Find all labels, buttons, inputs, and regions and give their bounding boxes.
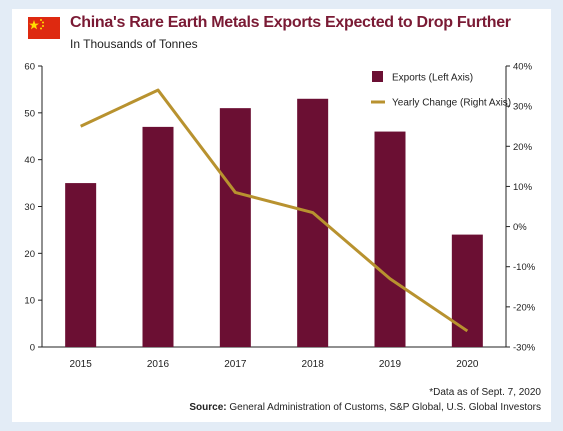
x-tick-label: 2018 <box>302 359 325 370</box>
x-tick-label: 2016 <box>147 359 170 370</box>
bar-2016 <box>142 126 174 347</box>
left-tick-label: 30 <box>24 202 35 213</box>
x-tick-label: 2019 <box>379 359 402 370</box>
chart-title: China's Rare Earth Metals Exports Expect… <box>70 14 511 31</box>
left-tick-label: 40 <box>24 155 35 166</box>
data-footnote: *Data as of Sept. 7, 2020 <box>429 387 541 398</box>
legend-swatch-exports <box>372 71 383 82</box>
bar-2017 <box>219 108 251 348</box>
bar-2015 <box>65 183 97 347</box>
right-tick-label: -30% <box>513 343 536 354</box>
bar-2020 <box>451 234 483 347</box>
source-text: General Administration of Customs, S&P G… <box>229 402 541 413</box>
x-tick-label: 2015 <box>70 359 93 370</box>
chart-subtitle: In Thousands of Tonnes <box>70 37 198 51</box>
right-tick-label: 10% <box>513 182 533 193</box>
x-tick-label: 2017 <box>224 359 247 370</box>
bar-2019 <box>374 131 406 347</box>
legend-label-exports: Exports (Left Axis) <box>392 73 473 84</box>
right-tick-label: 30% <box>513 102 533 113</box>
right-tick-label: 0% <box>513 222 527 233</box>
chart-panel: China's Rare Earth Metals Exports Expect… <box>12 9 551 422</box>
source-note: Source: General Administration of Custom… <box>189 402 541 413</box>
yearly-change-line <box>80 88 469 333</box>
left-tick-label: 50 <box>24 108 35 119</box>
left-tick-label: 10 <box>24 296 35 307</box>
x-tick-label: 2020 <box>456 359 479 370</box>
right-tick-label: -20% <box>513 302 536 313</box>
chart-plot: 0 10 20 30 40 50 60 -30% -20% -10% 0% 10% 20% 30% 40% 2… <box>24 62 536 371</box>
left-tick-label: 60 <box>24 62 35 73</box>
left-tick-label: 0 <box>30 343 35 354</box>
source-label: Source: <box>189 402 227 413</box>
left-tick-label: 20 <box>24 249 35 260</box>
china-flag-icon <box>28 17 60 39</box>
right-tick-label: 20% <box>513 142 533 153</box>
right-tick-label: -10% <box>513 262 536 273</box>
right-tick-label: 40% <box>513 62 533 73</box>
legend-label-yearly-change: Yearly Change (Right Axis) <box>392 98 511 109</box>
